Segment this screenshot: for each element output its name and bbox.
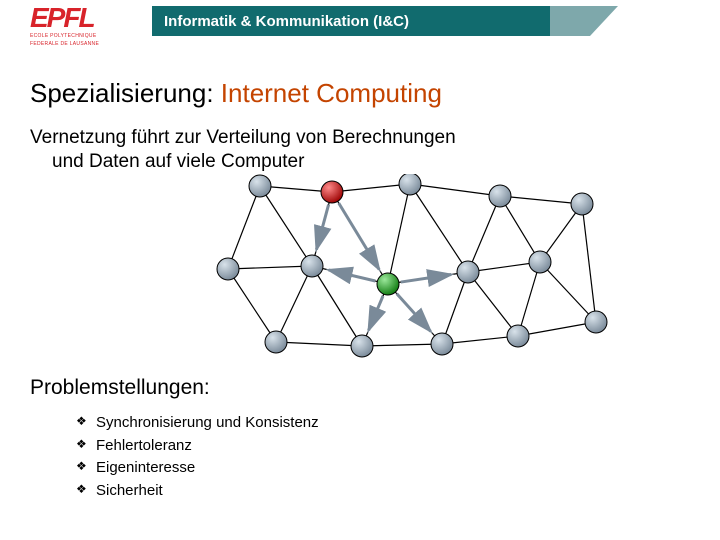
diagram-node <box>399 174 421 195</box>
diagram-arrow <box>401 275 451 283</box>
diagram-edge <box>410 184 468 272</box>
diagram-edge <box>518 262 540 336</box>
diagram-edge <box>468 272 518 336</box>
diagram-node <box>217 258 239 280</box>
diagram-edge <box>540 262 596 322</box>
diagram-arrow <box>369 296 383 330</box>
diagram-node <box>489 185 511 207</box>
diagram-edge <box>468 196 500 272</box>
banner: Informatik & Kommunikation (I&C) <box>152 6 562 36</box>
list-item: Eigeninteresse <box>76 457 319 480</box>
diagram-arrow <box>397 294 431 332</box>
diagram-edge <box>228 186 260 269</box>
diagram-node <box>431 333 453 355</box>
intro-line-1: Vernetzung führt zur Verteilung von Bere… <box>30 127 456 148</box>
problems-list: Synchronisierung und Konsistenz Fehlerto… <box>76 412 319 502</box>
diagram-node <box>585 311 607 333</box>
network-svg <box>210 174 610 364</box>
diagram-node <box>377 273 399 295</box>
intro-text: Vernetzung führt zur Verteilung von Bere… <box>30 126 680 175</box>
diagram-edge <box>260 186 312 266</box>
title-accent: Internet Computing <box>221 78 442 108</box>
slide-title: Spezialisierung: Internet Computing <box>30 78 442 109</box>
diagram-edge <box>276 342 362 346</box>
logo-subtext-2: FEDERALE DE LAUSANNE <box>30 42 150 48</box>
banner-text: Informatik & Kommunikation (I&C) <box>164 13 409 30</box>
diagram-node <box>529 251 551 273</box>
diagram-arrow <box>316 205 328 250</box>
diagram-arrow <box>329 270 376 281</box>
diagram-edge <box>312 266 362 346</box>
diagram-edge <box>228 266 312 269</box>
list-item: Sicherheit <box>76 480 319 503</box>
title-prefix: Spezialisierung: <box>30 78 221 108</box>
diagram-edge <box>228 269 276 342</box>
list-item: Synchronisierung und Konsistenz <box>76 412 319 435</box>
diagram-node <box>249 175 271 197</box>
diagram-edge <box>518 322 596 336</box>
diagram-edge <box>410 184 500 196</box>
intro-line-2: und Daten auf viele Computer <box>30 150 680 174</box>
diagram-node <box>457 261 479 283</box>
list-item: Fehlertoleranz <box>76 435 319 458</box>
diagram-node <box>507 325 529 347</box>
diagram-edge <box>388 184 410 284</box>
epfl-logo: EPFL ECOLE POLYTECHNIQUE FEDERALE DE LAU… <box>30 4 150 52</box>
logo-text: EPFL <box>30 4 150 32</box>
diagram-edge <box>582 204 596 322</box>
diagram-node <box>571 193 593 215</box>
diagram-arrow <box>339 203 379 269</box>
diagram-node <box>301 255 323 277</box>
logo-subtext-1: ECOLE POLYTECHNIQUE <box>30 34 150 40</box>
diagram-edge <box>276 266 312 342</box>
diagram-edge <box>332 184 410 192</box>
diagram-edge <box>500 196 582 204</box>
problems-heading: Problemstellungen: <box>30 376 210 400</box>
banner-notch <box>550 6 640 36</box>
diagram-edge <box>500 196 540 262</box>
diagram-node <box>321 181 343 203</box>
diagram-node <box>265 331 287 353</box>
diagram-edge <box>362 344 442 346</box>
network-diagram <box>210 174 610 364</box>
slide-header: EPFL ECOLE POLYTECHNIQUE FEDERALE DE LAU… <box>0 0 720 60</box>
diagram-node <box>351 335 373 357</box>
